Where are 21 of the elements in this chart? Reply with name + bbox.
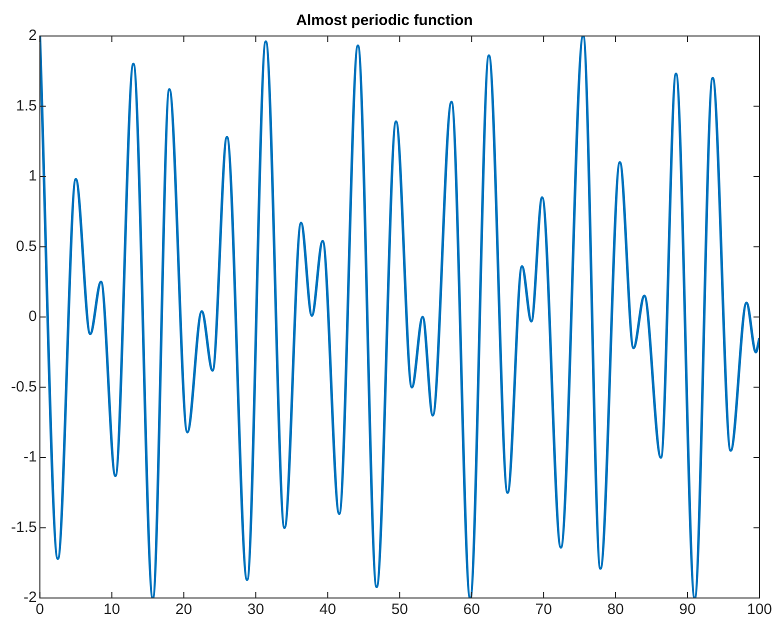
y-tick-label: 0 <box>28 308 37 326</box>
y-tick-label: -2 <box>24 589 37 606</box>
x-tick-label: 20 <box>175 601 192 618</box>
x-tick-label: 100 <box>746 601 772 618</box>
y-tick-label: -1 <box>24 448 37 466</box>
line-series <box>40 36 760 598</box>
y-tick-label: -1.5 <box>10 518 37 536</box>
x-tick-label: 40 <box>319 601 336 618</box>
y-tick-label: 0.5 <box>16 238 37 255</box>
y-tick-label: -0.5 <box>10 378 37 396</box>
x-tick-label: 60 <box>463 601 480 618</box>
y-tick-label: 2 <box>28 27 37 44</box>
x-tick-label: 80 <box>607 601 624 618</box>
chart-title: Almost periodic function <box>296 12 473 30</box>
x-tick-label: 30 <box>247 601 264 618</box>
x-tick-label: 50 <box>391 601 408 618</box>
x-tick-label: 90 <box>679 601 696 618</box>
y-tick-label: 1 <box>28 168 37 185</box>
x-tick-label: 70 <box>535 601 552 618</box>
y-tick-label: 1.5 <box>16 97 37 114</box>
x-tick-label: 10 <box>103 601 120 618</box>
